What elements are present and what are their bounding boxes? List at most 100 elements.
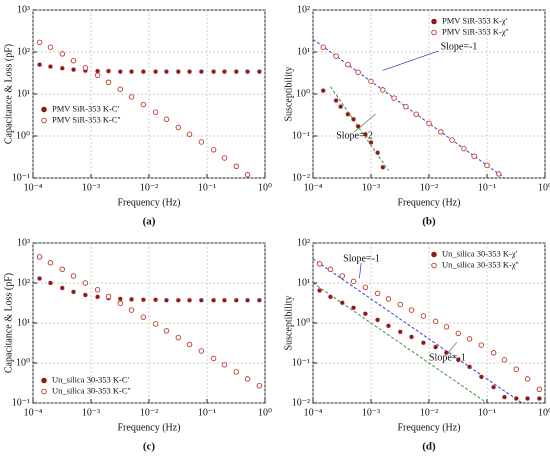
marker [117, 296, 123, 302]
x-axis-label: Frequency (Hz) [397, 422, 460, 433]
marker [105, 293, 112, 300]
panel-label: (d) [422, 441, 436, 453]
annotation: Slope=-1 [441, 41, 478, 52]
y-tick-label: 10⁰ [296, 317, 310, 328]
marker [47, 44, 54, 50]
y-tick-label: 10¹ [17, 88, 30, 99]
marker [524, 376, 531, 382]
legend-marker [41, 388, 47, 395]
marker [95, 294, 101, 300]
marker [36, 39, 43, 46]
marker [47, 260, 54, 266]
marker [36, 254, 43, 260]
marker [316, 261, 323, 267]
legend-marker [431, 18, 437, 25]
y-axis-label: Capacitance & Loss (pF) [3, 273, 14, 373]
marker [59, 266, 66, 273]
x-tick-label: 10⁰ [258, 182, 272, 193]
plot-content [36, 39, 262, 178]
marker [375, 150, 381, 156]
legend-marker [431, 29, 437, 36]
marker [140, 314, 147, 320]
legend-label: Un_silica 30-353 K-C'' [52, 385, 131, 395]
y-tick-label: 10⁰ [296, 88, 310, 99]
marker [420, 313, 427, 319]
x-axis-label: Frequency (Hz) [117, 422, 180, 433]
marker [211, 69, 217, 75]
marker [426, 120, 432, 127]
legend-label: PMV SiR-353 K-χ' [442, 15, 508, 25]
marker [320, 44, 326, 50]
marker [244, 297, 251, 303]
x-tick-label: 10⁻⁴ [24, 407, 43, 418]
marker [491, 384, 497, 390]
annotation-arrow [446, 341, 458, 355]
marker [362, 284, 369, 291]
marker [375, 317, 381, 323]
y-tick-label: 10⁻² [292, 397, 310, 408]
x-tick-label: 10⁻⁴ [24, 182, 43, 193]
marker [339, 273, 346, 279]
x-axis-label: Frequency (Hz) [117, 197, 180, 208]
marker [82, 280, 89, 286]
marker [175, 69, 181, 75]
marker [478, 374, 484, 380]
marker [438, 129, 444, 135]
marker [355, 123, 361, 129]
panel-label: (b) [422, 216, 436, 228]
marker [152, 321, 159, 327]
marker [221, 69, 228, 75]
marker [186, 69, 193, 75]
marker [105, 79, 112, 86]
marker [501, 394, 508, 400]
marker [198, 139, 205, 145]
y-tick-label: 10² [17, 46, 30, 57]
marker [128, 307, 135, 313]
marker [244, 376, 251, 382]
annotation-arrow [359, 262, 362, 279]
y-tick-label: 10¹ [297, 277, 310, 288]
y-tick-label: 10⁰ [16, 357, 30, 368]
marker [256, 69, 262, 75]
panel: 10⁻⁴ 10⁻³ 10⁻² 10⁻¹ 10⁰ 10⁻² 10⁻¹ 10⁰ 10¹ 10² Freq… [283, 4, 550, 227]
marker [140, 297, 146, 303]
marker [432, 318, 439, 325]
y-axis-label: Susceptibility [283, 67, 294, 122]
marker [461, 145, 467, 152]
marker [496, 171, 502, 177]
marker [333, 97, 339, 104]
marker [339, 300, 345, 306]
marker [536, 395, 542, 402]
marker [59, 285, 65, 291]
marker [140, 69, 146, 75]
x-tick-label: 10⁻³ [362, 182, 380, 193]
legend-label: PMV SiR-353 K-χ'' [442, 26, 509, 36]
marker [368, 78, 374, 85]
y-tick-label: 10¹ [297, 46, 310, 57]
marker [37, 62, 43, 68]
marker [233, 297, 239, 303]
annotation: Slope=-1 [429, 352, 466, 363]
x-tick-label: 10⁻³ [82, 182, 100, 193]
legend-label: Un_silica 30-353 K-C' [52, 374, 130, 384]
x-tick-label: 10⁻¹ [198, 407, 216, 418]
x-tick-label: 10⁻⁴ [304, 182, 323, 193]
marker [362, 131, 368, 137]
marker [350, 305, 357, 311]
legend-label: PMV SiR-353 K-C'' [52, 114, 121, 124]
annotation-arrow [353, 113, 376, 133]
marker [82, 292, 88, 298]
marker [449, 137, 455, 143]
marker [117, 300, 124, 307]
legend-marker [41, 377, 47, 384]
marker [484, 162, 490, 169]
marker [117, 69, 123, 75]
x-axis-label: Frequency (Hz) [397, 197, 460, 208]
panel: 10⁻⁴ 10⁻³ 10⁻² 10⁻¹ 10⁰ 10⁻² 10⁻¹ 10⁰ 10¹ 10² Freq… [283, 237, 550, 452]
marker [338, 104, 344, 110]
marker [455, 330, 462, 337]
marker [385, 296, 392, 302]
marker [391, 95, 397, 101]
marker [413, 111, 419, 117]
y-tick-label: 10⁻² [292, 172, 310, 183]
